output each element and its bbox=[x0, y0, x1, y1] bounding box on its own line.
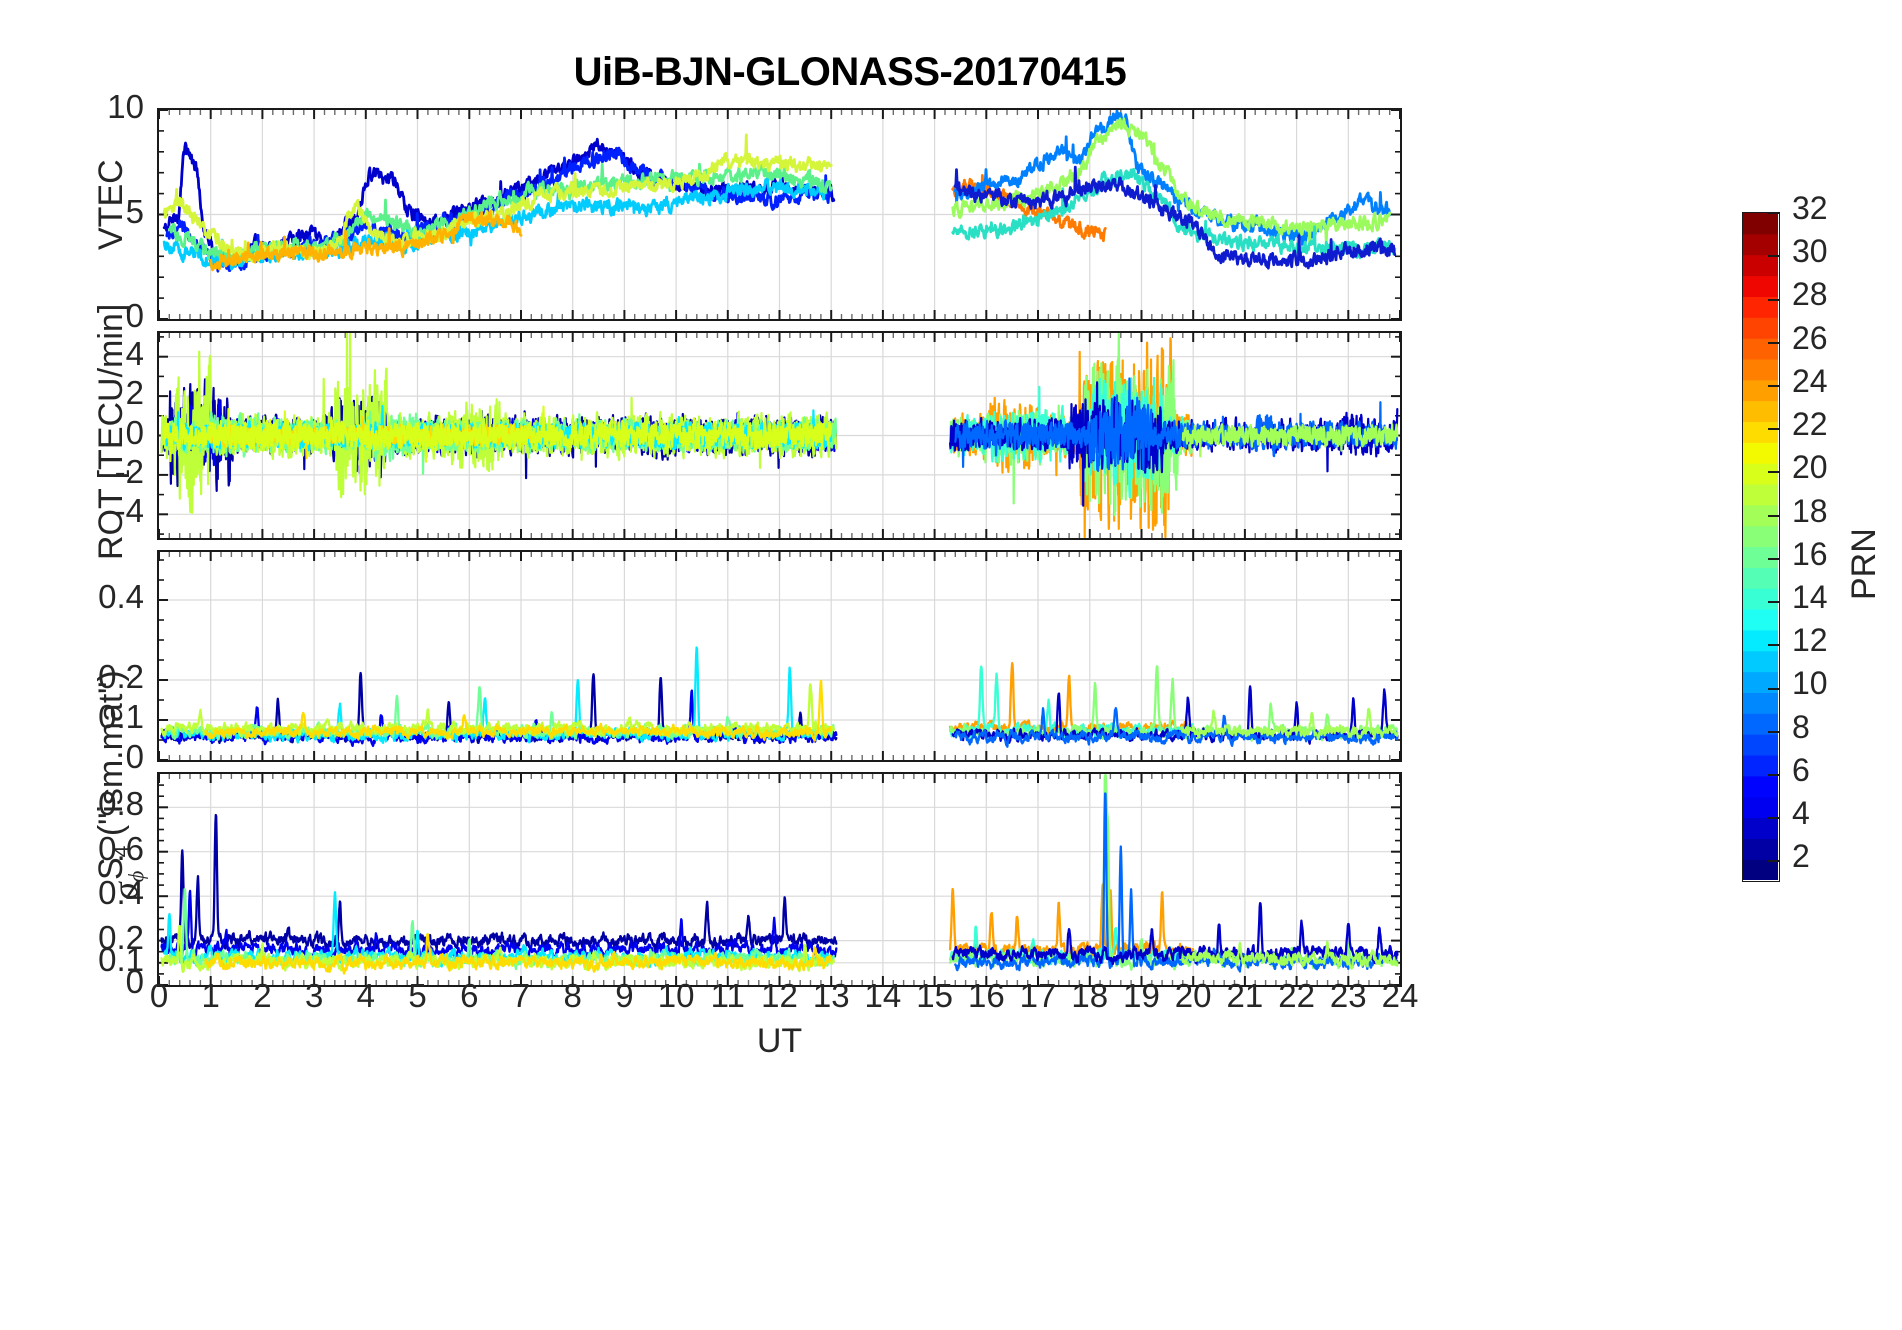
plot-area-rot bbox=[159, 333, 1400, 538]
ytick-s4-3: 0.4 bbox=[98, 578, 144, 615]
ytick-rot-4: 4 bbox=[125, 334, 144, 372]
ytick-sigmaphi-0: 0 bbox=[125, 963, 144, 1000]
colorbar-ticklabel-1: 4 bbox=[1792, 795, 1810, 832]
colorbar-tickmark-12 bbox=[1768, 341, 1780, 344]
xtick-3: 3 bbox=[304, 977, 324, 1014]
colorbar-ticklabel-2: 6 bbox=[1792, 751, 1810, 788]
colorbar-tickmark-15 bbox=[1768, 212, 1780, 214]
xtick-20: 20 bbox=[1174, 977, 1212, 1014]
colorbar-tickmark-3 bbox=[1768, 730, 1780, 733]
ytick-rot-2: 0 bbox=[125, 413, 144, 451]
xlabel: UT bbox=[756, 1022, 803, 1060]
plot-area-s4 bbox=[159, 552, 1400, 760]
panel-rot bbox=[157, 331, 1402, 540]
colorbar-tickmark-13 bbox=[1768, 298, 1780, 301]
xtick-18: 18 bbox=[1071, 977, 1109, 1014]
xtick-19: 19 bbox=[1123, 977, 1160, 1014]
figure-title: UiB-BJN-GLONASS-20170415 bbox=[573, 50, 1127, 94]
ytick-s4-2: 0.2 bbox=[98, 658, 144, 695]
ytick-rot-3: 2 bbox=[125, 374, 144, 412]
colorbar-ticklabel-10: 22 bbox=[1792, 406, 1828, 443]
colorbar bbox=[1742, 212, 1780, 882]
colorbar-ticklabel-8: 18 bbox=[1792, 492, 1828, 529]
xtick-4: 4 bbox=[356, 977, 375, 1014]
colorbar-ticklabel-6: 14 bbox=[1792, 579, 1828, 616]
colorbar-ticklabel-11: 24 bbox=[1792, 362, 1828, 399]
xtick-23: 23 bbox=[1329, 977, 1367, 1014]
panel-s4 bbox=[157, 550, 1402, 762]
colorbar-tickmark-1 bbox=[1768, 817, 1780, 820]
xtick-11: 11 bbox=[710, 977, 745, 1014]
colorbar-ticklabel-13: 28 bbox=[1792, 276, 1828, 313]
colorbar-ticklabel-5: 12 bbox=[1792, 622, 1828, 659]
colorbar-tickmark-11 bbox=[1768, 384, 1780, 387]
xtick-8: 8 bbox=[563, 977, 582, 1014]
ytick-sigmaphi-2: 0.2 bbox=[98, 918, 144, 956]
colorbar-ticklabel-12: 26 bbox=[1792, 319, 1828, 356]
xtick-13: 13 bbox=[812, 977, 850, 1014]
colorbar-tickmark-10 bbox=[1768, 428, 1780, 431]
xtick-2: 2 bbox=[253, 977, 272, 1014]
xtick-17: 17 bbox=[1019, 977, 1057, 1014]
colorbar-ticklabel-7: 16 bbox=[1792, 535, 1828, 572]
xtick-7: 7 bbox=[511, 977, 531, 1014]
colorbar-ticklabel-9: 20 bbox=[1792, 449, 1828, 486]
xtick-6: 6 bbox=[460, 977, 479, 1014]
xtick-12: 12 bbox=[761, 977, 798, 1014]
ytick-sigmaphi-1: 0.1 bbox=[98, 940, 144, 978]
plot-area-sigma-phi bbox=[159, 774, 1400, 985]
xtick-22: 22 bbox=[1278, 977, 1315, 1014]
colorbar-tickmark-6 bbox=[1768, 601, 1780, 603]
xtick-24: 24 bbox=[1381, 977, 1419, 1014]
xtick-5: 5 bbox=[408, 977, 427, 1014]
colorbar-tickmark-8 bbox=[1768, 514, 1780, 517]
colorbar-label: PRN bbox=[1845, 528, 1883, 600]
colorbar-tickmark-14 bbox=[1768, 255, 1780, 258]
xtick-16: 16 bbox=[967, 977, 1005, 1014]
colorbar-ticklabel-15: 32 bbox=[1792, 190, 1828, 226]
ytick-rot-1: -2 bbox=[114, 452, 144, 490]
colorbar-ticklabel-0: 2 bbox=[1792, 838, 1810, 875]
colorbar-tickmark-0 bbox=[1768, 860, 1780, 863]
xtick-14: 14 bbox=[864, 977, 902, 1014]
xtick-1: 1 bbox=[201, 977, 220, 1014]
plot-area-vtec bbox=[159, 110, 1400, 319]
ytick-sigmaphi-5: 0.8 bbox=[98, 785, 144, 823]
xtick-21: 21 bbox=[1226, 977, 1264, 1014]
ytick-s4-0: 0 bbox=[125, 738, 144, 775]
ytick-sigmaphi-4: 0.6 bbox=[98, 829, 144, 867]
colorbar-tickmark-9 bbox=[1768, 471, 1780, 474]
panel-vtec bbox=[157, 108, 1402, 321]
colorbar-ticklabel-3: 8 bbox=[1792, 708, 1810, 745]
xtick-0: 0 bbox=[149, 977, 169, 1014]
colorbar-tickmark-4 bbox=[1768, 687, 1780, 690]
ytick-vtec-1: 5 bbox=[125, 192, 144, 230]
colorbar-tickmark-5 bbox=[1768, 644, 1780, 647]
xtick-9: 9 bbox=[615, 977, 634, 1014]
ytick-sigmaphi-3: 0.4 bbox=[98, 874, 144, 912]
colorbar-tickmark-7 bbox=[1768, 557, 1780, 560]
colorbar-tickmark-2 bbox=[1768, 773, 1780, 776]
colorbar-ticklabel-14: 30 bbox=[1792, 233, 1828, 270]
xtick-15: 15 bbox=[916, 977, 953, 1014]
panel-sigma-phi bbox=[157, 772, 1402, 987]
ytick-vtec-2: 10 bbox=[107, 88, 144, 125]
colorbar-ticklabel-4: 10 bbox=[1792, 665, 1828, 702]
ytick-s4-1: 0.1 bbox=[98, 698, 144, 735]
ytick-vtec-0: 0 bbox=[125, 297, 144, 334]
xtick-10: 10 bbox=[657, 977, 695, 1014]
ytick-rot-0: -4 bbox=[114, 492, 144, 530]
colorbar-gradient bbox=[1743, 213, 1778, 881]
